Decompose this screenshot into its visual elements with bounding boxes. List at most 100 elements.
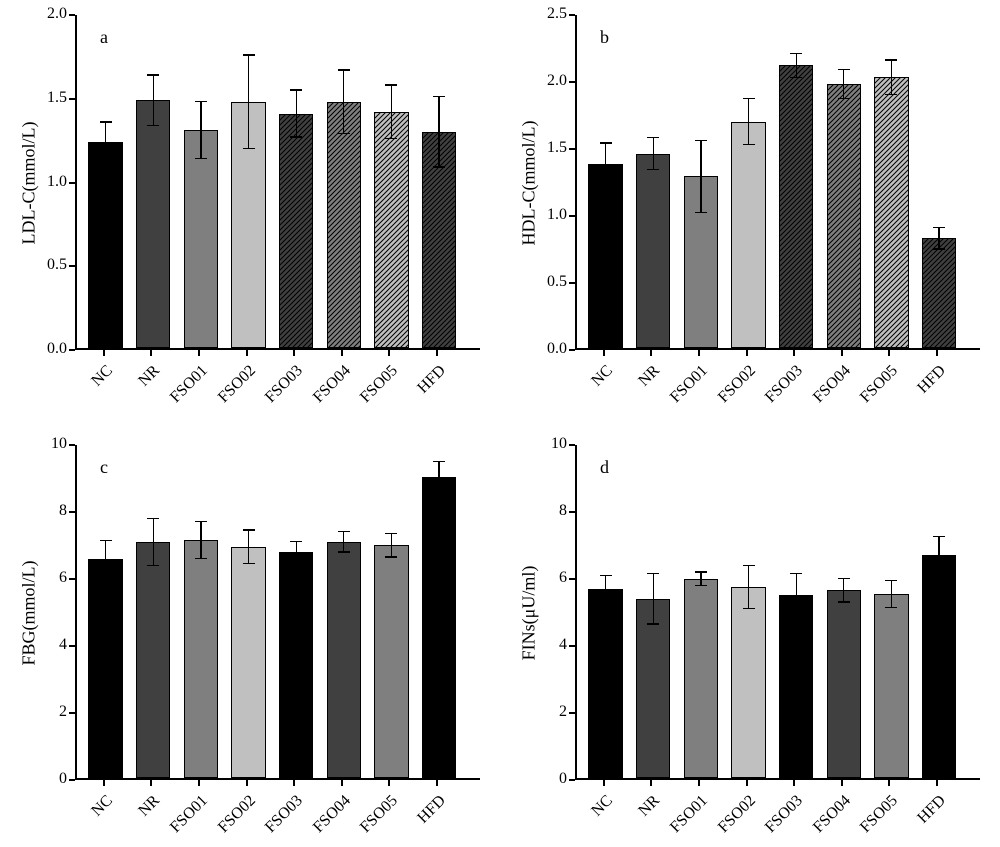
error-bar — [843, 69, 844, 98]
error-cap — [433, 166, 445, 167]
x-tick-label: FSO02 — [204, 792, 259, 847]
x-tick — [841, 350, 843, 356]
x-tick — [888, 350, 890, 356]
y-tick — [569, 444, 575, 446]
error-bar — [391, 85, 392, 139]
bar — [422, 477, 456, 779]
panel-label: c — [100, 457, 108, 478]
x-tick — [698, 780, 700, 786]
y-tick — [69, 14, 75, 16]
x-tick — [150, 780, 152, 786]
x-tick-label: FSO01 — [656, 362, 711, 417]
x-tick — [198, 780, 200, 786]
error-bar — [748, 99, 749, 145]
error-cap — [195, 101, 207, 102]
x-tick-label: HFD — [895, 362, 950, 417]
error-cap — [647, 169, 659, 170]
panel-label: b — [600, 27, 609, 48]
y-tick-label: 4 — [533, 636, 567, 654]
error-cap — [100, 161, 112, 162]
x-tick — [603, 350, 605, 356]
bar — [88, 559, 122, 778]
error-cap — [885, 94, 897, 95]
y-tick — [69, 265, 75, 267]
y-tick — [69, 511, 75, 513]
x-tick — [436, 350, 438, 356]
x-tick-label: NC — [561, 792, 616, 847]
error-cap — [195, 558, 207, 559]
x-tick — [246, 780, 248, 786]
x-tick-label: FSO04 — [299, 792, 354, 847]
error-bar — [248, 55, 249, 149]
error-bar — [748, 565, 749, 609]
error-cap — [933, 227, 945, 228]
y-tick-label: 8 — [533, 502, 567, 520]
error-cap — [885, 580, 897, 581]
bar — [374, 112, 408, 348]
y-tick-label: 0.0 — [533, 340, 567, 358]
bar — [636, 154, 670, 348]
x-tick — [936, 780, 938, 786]
error-cap — [838, 98, 850, 99]
error-cap — [790, 573, 802, 574]
error-cap — [385, 533, 397, 534]
error-cap — [790, 53, 802, 54]
x-tick-label: FSO05 — [847, 792, 902, 847]
bar — [779, 595, 813, 778]
x-tick — [388, 780, 390, 786]
y-tick — [569, 148, 575, 150]
error-bar — [343, 70, 344, 134]
x-tick-label: NR — [609, 362, 664, 417]
y-tick — [69, 712, 75, 714]
error-cap — [885, 59, 897, 60]
error-cap — [195, 158, 207, 159]
error-bar — [153, 75, 154, 125]
error-cap — [338, 531, 350, 532]
x-tick — [698, 350, 700, 356]
error-cap — [743, 565, 755, 566]
error-cap — [100, 121, 112, 122]
y-tick — [569, 712, 575, 714]
y-tick — [69, 98, 75, 100]
y-tick — [69, 645, 75, 647]
error-bar — [248, 530, 249, 564]
y-tick-label: 8 — [33, 502, 67, 520]
bar — [136, 100, 170, 348]
error-cap — [695, 140, 707, 141]
x-tick-label: NC — [61, 362, 116, 417]
y-tick — [69, 779, 75, 781]
error-cap — [147, 125, 159, 126]
error-cap — [147, 74, 159, 75]
error-bar — [296, 90, 297, 137]
panel-c: cFBG(mmol/L)0246810NCNRFSO01FSO02FSO03FS… — [75, 445, 480, 780]
error-cap — [838, 578, 850, 579]
x-tick — [793, 350, 795, 356]
error-bar — [938, 537, 939, 574]
y-tick — [569, 645, 575, 647]
error-cap — [743, 144, 755, 145]
error-bar — [605, 575, 606, 602]
error-cap — [647, 623, 659, 624]
x-tick — [341, 780, 343, 786]
error-cap — [147, 518, 159, 519]
y-tick-label: 1.5 — [33, 89, 67, 107]
error-bar — [200, 102, 201, 159]
x-tick — [103, 350, 105, 356]
error-cap — [600, 575, 612, 576]
error-bar — [153, 518, 154, 565]
bar — [827, 590, 861, 778]
error-cap — [743, 608, 755, 609]
y-tick — [569, 349, 575, 351]
panel-label: d — [600, 457, 609, 478]
x-tick — [888, 780, 890, 786]
x-tick-label: FSO03 — [752, 792, 807, 847]
error-cap — [433, 461, 445, 462]
error-cap — [433, 96, 445, 97]
error-cap — [790, 617, 802, 618]
x-tick-label: FSO05 — [347, 362, 402, 417]
error-bar — [105, 122, 106, 162]
error-cap — [290, 89, 302, 90]
bar — [231, 547, 265, 778]
error-cap — [933, 573, 945, 574]
panel-b: bHDL-C(mmol/L)0.00.51.01.52.02.5NCNRFSO0… — [575, 15, 980, 350]
